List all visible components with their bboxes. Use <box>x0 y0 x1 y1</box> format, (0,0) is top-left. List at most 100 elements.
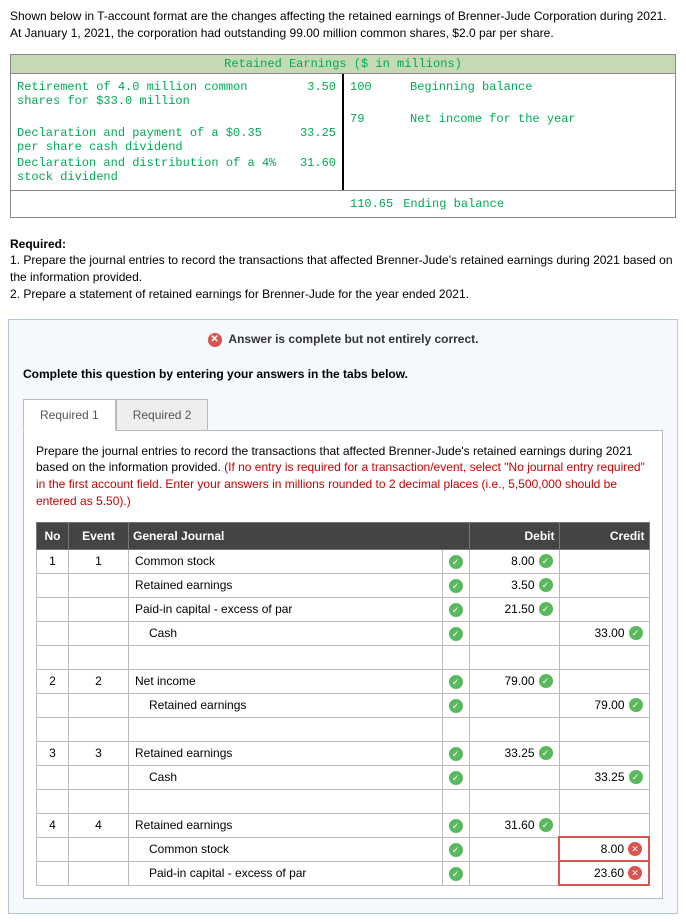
cell-credit[interactable] <box>559 813 649 837</box>
cell-account-check: ✓ <box>442 861 469 885</box>
check-icon: ✓ <box>629 626 643 640</box>
cell-account[interactable] <box>129 789 443 813</box>
cell-account[interactable]: Retained earnings <box>129 693 443 717</box>
cell-account-check: ✓ <box>442 573 469 597</box>
cell-event: 3 <box>69 741 129 765</box>
header-event: Event <box>69 522 129 549</box>
t-left-amt: 3.50 <box>286 80 336 108</box>
cell-account[interactable]: Cash <box>129 765 443 789</box>
cell-account-check: ✓ <box>442 765 469 789</box>
cell-no <box>37 717 69 741</box>
cell-credit[interactable]: 8.00 ✕ <box>559 837 649 861</box>
tab-required-2[interactable]: Required 2 <box>116 399 209 431</box>
cell-credit[interactable] <box>559 717 649 741</box>
cell-no: 4 <box>37 813 69 837</box>
cell-debit[interactable]: 79.00 ✓ <box>469 669 559 693</box>
cell-debit[interactable]: 21.50 ✓ <box>469 597 559 621</box>
check-icon: ✓ <box>449 579 463 593</box>
cell-debit[interactable] <box>469 789 559 813</box>
tab-content: Prepare the journal entries to record th… <box>23 430 663 900</box>
cell-account[interactable]: Paid-in capital - excess of par <box>129 861 443 885</box>
cell-debit[interactable] <box>469 837 559 861</box>
intro-text: Shown below in T-account format are the … <box>0 0 686 50</box>
cell-account[interactable]: Retained earnings <box>129 573 443 597</box>
t-right-amt: 79 <box>350 112 400 126</box>
cell-no <box>37 645 69 669</box>
cell-debit[interactable] <box>469 717 559 741</box>
cell-account-check: ✓ <box>442 669 469 693</box>
cell-account[interactable]: Retained earnings <box>129 813 443 837</box>
check-icon: ✓ <box>449 603 463 617</box>
cell-event <box>69 861 129 885</box>
cell-debit[interactable] <box>469 621 559 645</box>
required-1: 1. Prepare the journal entries to record… <box>10 253 673 284</box>
cell-event <box>69 789 129 813</box>
cell-credit[interactable] <box>559 789 649 813</box>
cell-account[interactable] <box>129 717 443 741</box>
t-left-amt: 31.60 <box>286 156 336 184</box>
required-heading: Required: <box>10 237 66 251</box>
status-text: Answer is complete but not entirely corr… <box>228 332 478 346</box>
required-section: Required: 1. Prepare the journal entries… <box>0 228 686 311</box>
cell-credit[interactable]: 33.00 ✓ <box>559 621 649 645</box>
check-icon: ✓ <box>629 770 643 784</box>
cell-credit[interactable] <box>559 645 649 669</box>
cell-no <box>37 837 69 861</box>
cell-credit[interactable] <box>559 741 649 765</box>
check-icon: ✓ <box>539 578 553 592</box>
check-icon: ✓ <box>449 627 463 641</box>
cell-debit[interactable] <box>469 645 559 669</box>
cell-credit[interactable] <box>559 573 649 597</box>
t-right-amt: 100 <box>350 80 400 94</box>
cell-account[interactable]: Cash <box>129 621 443 645</box>
check-icon: ✓ <box>449 771 463 785</box>
header-general-journal: General Journal <box>129 522 470 549</box>
check-icon: ✓ <box>449 747 463 761</box>
cell-credit[interactable] <box>559 597 649 621</box>
cell-no <box>37 789 69 813</box>
cell-credit[interactable]: 33.25 ✓ <box>559 765 649 789</box>
cell-account[interactable] <box>129 645 443 669</box>
t-right-amt <box>350 96 400 110</box>
check-icon: ✓ <box>629 698 643 712</box>
cell-credit[interactable] <box>559 669 649 693</box>
cell-debit[interactable]: 3.50 ✓ <box>469 573 559 597</box>
t-right-desc <box>400 96 669 110</box>
cell-event <box>69 693 129 717</box>
cell-credit[interactable] <box>559 549 649 573</box>
cell-account[interactable]: Net income <box>129 669 443 693</box>
cell-account[interactable]: Paid-in capital - excess of par <box>129 597 443 621</box>
cell-account-check: ✓ <box>442 597 469 621</box>
cell-event <box>69 597 129 621</box>
check-icon: ✓ <box>539 818 553 832</box>
cell-account[interactable]: Common stock <box>129 549 443 573</box>
cell-no <box>37 573 69 597</box>
t-right-amt <box>350 128 400 142</box>
check-icon: ✓ <box>539 746 553 760</box>
cell-event <box>69 717 129 741</box>
journal-table: No Event General Journal Debit Credit 11… <box>36 522 650 887</box>
t-left-desc: Retirement of 4.0 million common shares … <box>17 80 286 108</box>
header-debit: Debit <box>469 522 559 549</box>
cell-no <box>37 861 69 885</box>
cell-debit[interactable] <box>469 693 559 717</box>
cell-event <box>69 837 129 861</box>
check-icon: ✓ <box>449 675 463 689</box>
cell-credit[interactable]: 79.00 ✓ <box>559 693 649 717</box>
cell-debit[interactable]: 8.00 ✓ <box>469 549 559 573</box>
cell-credit[interactable]: 23.60 ✕ <box>559 861 649 885</box>
cell-account-check: ✓ <box>442 837 469 861</box>
cell-debit[interactable]: 31.60 ✓ <box>469 813 559 837</box>
cell-account[interactable]: Common stock <box>129 837 443 861</box>
cell-no <box>37 765 69 789</box>
instruction-text: Complete this question by entering your … <box>9 359 677 399</box>
t-account: Retained Earnings ($ in millions) Retire… <box>10 54 676 218</box>
answer-panel: ✕ Answer is complete but not entirely co… <box>8 319 678 915</box>
required-2: 2. Prepare a statement of retained earni… <box>10 287 469 301</box>
cell-account[interactable]: Retained earnings <box>129 741 443 765</box>
cell-account-check: ✓ <box>442 741 469 765</box>
cell-debit[interactable] <box>469 861 559 885</box>
cell-debit[interactable] <box>469 765 559 789</box>
tab-required-1[interactable]: Required 1 <box>23 399 116 431</box>
cell-debit[interactable]: 33.25 ✓ <box>469 741 559 765</box>
